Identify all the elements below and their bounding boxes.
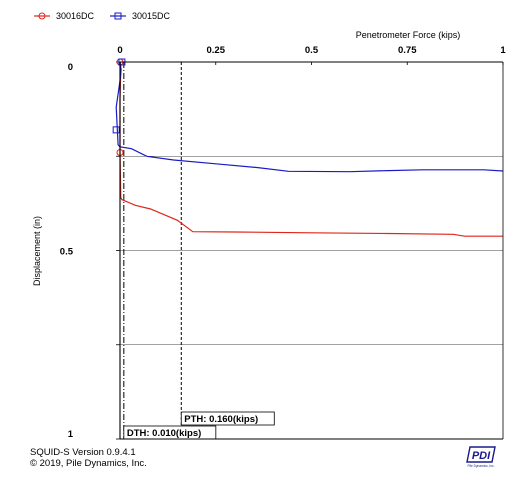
legend-label: 30015DC bbox=[132, 11, 171, 21]
legend-marker bbox=[38, 12, 46, 20]
y-tick-label: 1 bbox=[68, 429, 74, 440]
legend: 30016DC 30015DC bbox=[34, 11, 171, 21]
x-tick-label: 0.75 bbox=[398, 45, 417, 56]
version-text: SQUID-S Version 0.9.4.1 bbox=[30, 447, 136, 458]
y-tick-labels: 00.51 bbox=[60, 61, 120, 440]
x-tick-label: 1 bbox=[500, 45, 506, 56]
pth-label: PTH: 0.160(kips) bbox=[184, 414, 258, 425]
y-tick-label: 0 bbox=[68, 62, 73, 73]
logo-subtext: Pile Dynamics, Inc. bbox=[467, 464, 494, 468]
logo-text: PDI bbox=[472, 450, 491, 462]
x-tick-label: 0.25 bbox=[207, 45, 226, 56]
threshold-lines: PTH: 0.160(kips) DTH: 0.010(kips) bbox=[123, 62, 275, 440]
series-lines bbox=[112, 58, 504, 237]
series-line-30015DC bbox=[115, 61, 504, 173]
grid bbox=[120, 155, 503, 346]
pth-label-box bbox=[180, 411, 275, 426]
series-line-30016DC bbox=[119, 61, 503, 237]
copyright-text: © 2019, Pile Dynamics, Inc. bbox=[30, 458, 147, 469]
x-axis-label: Penetrometer Force (kips) bbox=[356, 30, 461, 40]
series-marker-30015DC bbox=[112, 126, 120, 134]
x-tick-label: 0.5 bbox=[305, 45, 319, 56]
legend-marker bbox=[114, 12, 122, 20]
pdi-logo: PDI Pile Dynamics, Inc. bbox=[466, 446, 496, 468]
y-axis-label: Displacement (in) bbox=[32, 216, 42, 286]
plot-frame bbox=[119, 61, 504, 440]
dth-label: DTH: 0.010(kips) bbox=[127, 428, 201, 439]
y-tick-label: 0.5 bbox=[60, 247, 74, 258]
legend-label: 30016DC bbox=[56, 11, 95, 21]
x-tick-label: 0 bbox=[117, 45, 122, 56]
